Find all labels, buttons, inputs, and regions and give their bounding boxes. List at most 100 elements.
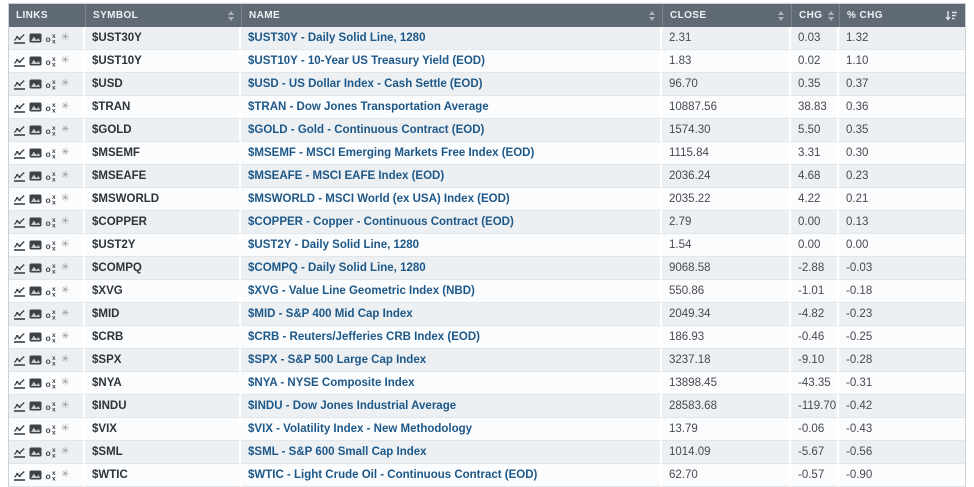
seasonality-icon[interactable]: ✳ xyxy=(61,262,70,273)
name-link[interactable]: $SML - S&P 600 Small Cap Index xyxy=(241,441,662,464)
point-figure-icon[interactable]: o x x xyxy=(45,262,58,274)
point-figure-icon[interactable]: o x x xyxy=(45,354,58,366)
point-figure-icon[interactable]: o x x xyxy=(45,308,58,320)
name-link[interactable]: $UST30Y - Daily Solid Line, 1280 xyxy=(241,27,662,50)
seasonality-icon[interactable]: ✳ xyxy=(61,239,70,250)
point-figure-icon[interactable]: o x x xyxy=(45,239,58,251)
point-figure-icon[interactable]: o x x xyxy=(45,446,58,458)
gallery-chart-icon[interactable] xyxy=(29,470,42,480)
sharpchart-icon[interactable] xyxy=(13,263,26,274)
name-link[interactable]: $SPX - S&P 500 Large Cap Index xyxy=(241,349,662,372)
sharpchart-icon[interactable] xyxy=(13,447,26,458)
sharpchart-icon[interactable] xyxy=(13,79,26,90)
column-header-name[interactable]: NAME xyxy=(241,4,662,27)
seasonality-icon[interactable]: ✳ xyxy=(61,170,70,181)
seasonality-icon[interactable]: ✳ xyxy=(61,55,70,66)
sharpchart-icon[interactable] xyxy=(13,424,26,435)
name-link[interactable]: $MSEMF - MSCI Emerging Markets Free Inde… xyxy=(241,142,662,165)
seasonality-icon[interactable]: ✳ xyxy=(61,423,70,434)
gallery-chart-icon[interactable] xyxy=(29,355,42,365)
name-link[interactable]: $USD - US Dollar Index - Cash Settle (EO… xyxy=(241,73,662,96)
column-header-close[interactable]: CLOSE xyxy=(662,4,791,27)
seasonality-icon[interactable]: ✳ xyxy=(61,101,70,112)
gallery-chart-icon[interactable] xyxy=(29,79,42,89)
gallery-chart-icon[interactable] xyxy=(29,194,42,204)
gallery-chart-icon[interactable] xyxy=(29,217,42,227)
sort-toggle-icon[interactable] xyxy=(649,10,655,21)
sharpchart-icon[interactable] xyxy=(13,401,26,412)
gallery-chart-icon[interactable] xyxy=(29,309,42,319)
point-figure-icon[interactable]: o x x xyxy=(45,147,58,159)
sharpchart-icon[interactable] xyxy=(13,33,26,44)
gallery-chart-icon[interactable] xyxy=(29,332,42,342)
point-figure-icon[interactable]: o x x xyxy=(45,170,58,182)
sharpchart-icon[interactable] xyxy=(13,171,26,182)
sort-toggle-icon[interactable] xyxy=(778,10,784,21)
column-header-pct-chg[interactable]: % CHG xyxy=(839,4,965,27)
name-link[interactable]: $GOLD - Gold - Continuous Contract (EOD) xyxy=(241,119,662,142)
gallery-chart-icon[interactable] xyxy=(29,33,42,43)
name-link[interactable]: $UST10Y - 10-Year US Treasury Yield (EOD… xyxy=(241,50,662,73)
name-link[interactable]: $NYA - NYSE Composite Index xyxy=(241,372,662,395)
sort-toggle-icon[interactable] xyxy=(228,10,234,21)
gallery-chart-icon[interactable] xyxy=(29,148,42,158)
sharpchart-icon[interactable] xyxy=(13,194,26,205)
name-link[interactable]: $WTIC - Light Crude Oil - Continuous Con… xyxy=(241,464,662,487)
sharpchart-icon[interactable] xyxy=(13,286,26,297)
seasonality-icon[interactable]: ✳ xyxy=(61,354,70,365)
seasonality-icon[interactable]: ✳ xyxy=(61,147,70,158)
seasonality-icon[interactable]: ✳ xyxy=(61,285,70,296)
name-link[interactable]: $MSEAFE - MSCI EAFE Index (EOD) xyxy=(241,165,662,188)
gallery-chart-icon[interactable] xyxy=(29,240,42,250)
name-link[interactable]: $INDU - Dow Jones Industrial Average xyxy=(241,395,662,418)
point-figure-icon[interactable]: o x x xyxy=(45,78,58,90)
sharpchart-icon[interactable] xyxy=(13,240,26,251)
point-figure-icon[interactable]: o x x xyxy=(45,469,58,481)
seasonality-icon[interactable]: ✳ xyxy=(61,400,70,411)
name-link[interactable]: $VIX - Volatility Index - New Methodolog… xyxy=(241,418,662,441)
seasonality-icon[interactable]: ✳ xyxy=(61,124,70,135)
gallery-chart-icon[interactable] xyxy=(29,125,42,135)
gallery-chart-icon[interactable] xyxy=(29,102,42,112)
point-figure-icon[interactable]: o x x xyxy=(45,55,58,67)
gallery-chart-icon[interactable] xyxy=(29,56,42,66)
point-figure-icon[interactable]: o x x xyxy=(45,216,58,228)
sort-descending-active-icon[interactable] xyxy=(945,10,958,22)
point-figure-icon[interactable]: o x x xyxy=(45,377,58,389)
column-header-chg[interactable]: CHG xyxy=(791,4,839,27)
point-figure-icon[interactable]: o x x xyxy=(45,331,58,343)
gallery-chart-icon[interactable] xyxy=(29,424,42,434)
seasonality-icon[interactable]: ✳ xyxy=(61,32,70,43)
seasonality-icon[interactable]: ✳ xyxy=(61,331,70,342)
seasonality-icon[interactable]: ✳ xyxy=(61,446,70,457)
sharpchart-icon[interactable] xyxy=(13,355,26,366)
seasonality-icon[interactable]: ✳ xyxy=(61,78,70,89)
point-figure-icon[interactable]: o x x xyxy=(45,124,58,136)
gallery-chart-icon[interactable] xyxy=(29,378,42,388)
gallery-chart-icon[interactable] xyxy=(29,401,42,411)
seasonality-icon[interactable]: ✳ xyxy=(61,469,70,480)
sharpchart-icon[interactable] xyxy=(13,217,26,228)
name-link[interactable]: $COPPER - Copper - Continuous Contract (… xyxy=(241,211,662,234)
gallery-chart-icon[interactable] xyxy=(29,263,42,273)
sharpchart-icon[interactable] xyxy=(13,378,26,389)
name-link[interactable]: $CRB - Reuters/Jefferies CRB Index (EOD) xyxy=(241,326,662,349)
point-figure-icon[interactable]: o x x xyxy=(45,423,58,435)
gallery-chart-icon[interactable] xyxy=(29,171,42,181)
point-figure-icon[interactable]: o x x xyxy=(45,32,58,44)
name-link[interactable]: $UST2Y - Daily Solid Line, 1280 xyxy=(241,234,662,257)
sharpchart-icon[interactable] xyxy=(13,148,26,159)
sort-toggle-icon[interactable] xyxy=(828,10,835,21)
sharpchart-icon[interactable] xyxy=(13,309,26,320)
sharpchart-icon[interactable] xyxy=(13,125,26,136)
seasonality-icon[interactable]: ✳ xyxy=(61,193,70,204)
column-header-symbol[interactable]: SYMBOL xyxy=(85,4,241,27)
sharpchart-icon[interactable] xyxy=(13,470,26,481)
name-link[interactable]: $TRAN - Dow Jones Transportation Average xyxy=(241,96,662,119)
point-figure-icon[interactable]: o x x xyxy=(45,193,58,205)
seasonality-icon[interactable]: ✳ xyxy=(61,377,70,388)
gallery-chart-icon[interactable] xyxy=(29,447,42,457)
seasonality-icon[interactable]: ✳ xyxy=(61,216,70,227)
name-link[interactable]: $MSWORLD - MSCI World (ex USA) Index (EO… xyxy=(241,188,662,211)
point-figure-icon[interactable]: o x x xyxy=(45,400,58,412)
